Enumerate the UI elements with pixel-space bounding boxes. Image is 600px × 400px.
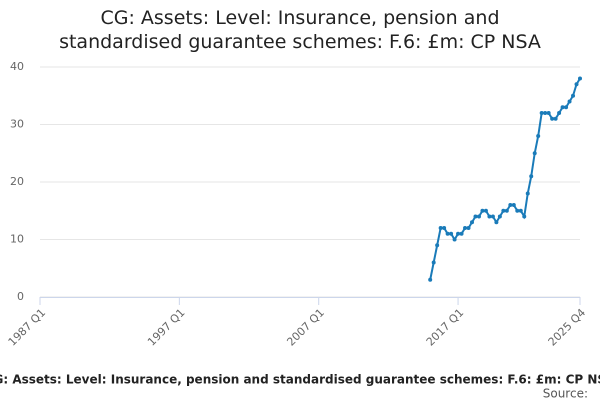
point: [476, 214, 481, 219]
point: [546, 111, 551, 115]
point: [431, 260, 436, 265]
point: [529, 174, 534, 179]
point: [508, 203, 513, 207]
line: [429, 77, 581, 280]
point: [470, 220, 474, 225]
point: [553, 116, 558, 121]
point: [456, 231, 461, 236]
point: [504, 208, 509, 213]
point: [497, 214, 502, 219]
point: [449, 231, 454, 236]
y-tick-label: 20: [10, 175, 24, 188]
x-tick-label: 1997 Q1: [145, 306, 188, 349]
point: [466, 226, 471, 230]
point: [487, 214, 492, 219]
x-tick-label: 1987 Q1: [6, 306, 49, 349]
point: [452, 237, 457, 242]
point: [435, 243, 440, 248]
x-tick-label: 2025 Q4: [546, 306, 589, 349]
point: [571, 93, 576, 98]
x-tick-label: 2007 Q1: [284, 306, 327, 349]
point: [518, 208, 523, 213]
point: [560, 105, 565, 110]
point: [473, 214, 478, 219]
caption: CG: Assets: Level: Insurance, pension an…: [0, 373, 600, 387]
point: [550, 116, 555, 121]
point: [536, 134, 541, 138]
point: [438, 226, 443, 230]
chart-title: CG: Assets: Level: Insurance, pension an…: [59, 7, 541, 53]
y-tick-label: 10: [10, 233, 24, 246]
point: [483, 208, 488, 213]
point: [525, 191, 530, 196]
source: Source:: [543, 387, 588, 400]
point: [532, 151, 537, 156]
point: [564, 105, 569, 110]
point: [574, 82, 579, 87]
point: [557, 111, 562, 115]
point: [515, 208, 520, 213]
point: [543, 111, 548, 115]
point: [578, 76, 582, 81]
point: [459, 231, 464, 236]
y-tick-label: 0: [17, 290, 24, 303]
point: [567, 99, 572, 104]
point: [522, 214, 527, 219]
point: [490, 214, 495, 219]
point: [511, 203, 516, 207]
point: [501, 208, 506, 213]
point: [494, 220, 499, 225]
point: [442, 226, 447, 230]
point: [463, 226, 468, 230]
y-tick-label: 40: [10, 60, 24, 73]
point: [480, 208, 485, 213]
y-tick-label: 30: [10, 118, 24, 131]
point: [539, 111, 544, 115]
point: [428, 277, 433, 282]
x-tick-label: 2017 Q1: [424, 306, 467, 349]
point: [445, 231, 450, 236]
